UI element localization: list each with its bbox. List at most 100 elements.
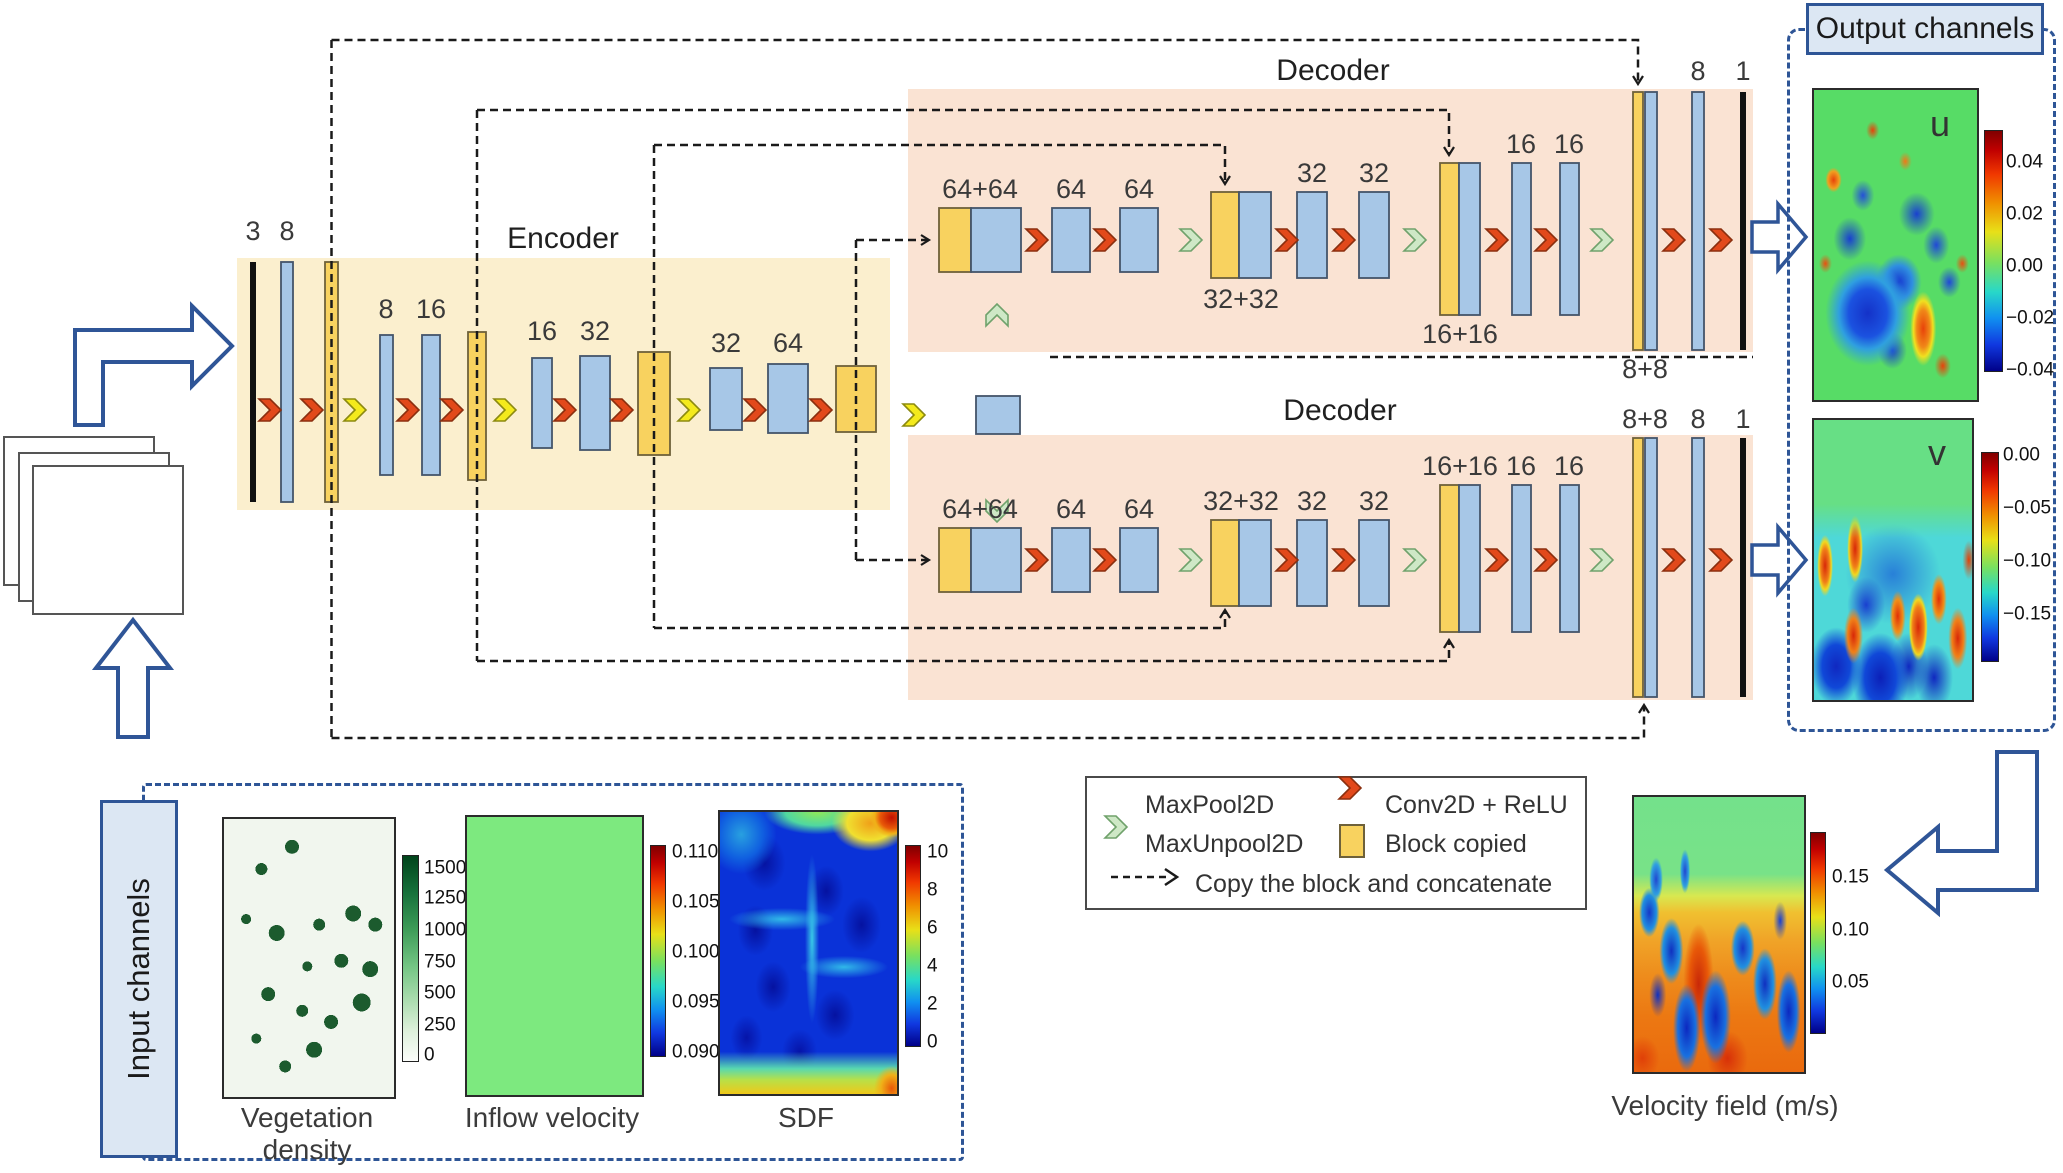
decoder-top-copied-8 [1632, 91, 1644, 351]
channel-label: 16 [1506, 129, 1536, 159]
decoder-bottom-background [908, 435, 1753, 700]
encoder-copied-block-2 [467, 331, 487, 481]
input-channels-title-box: Input channels [100, 800, 178, 1158]
decoder-bottom-block [1238, 519, 1272, 607]
input-channels-title: Input channels [121, 878, 156, 1080]
vegetation-tick: 750 [424, 951, 456, 973]
encoder-conv-bar [767, 363, 809, 434]
sdf-tick: 4 [927, 955, 938, 977]
output-channels-title: Output channels [1815, 12, 2035, 45]
channel-label: 16+16 [1422, 319, 1498, 349]
decoder-bottom-block [1051, 527, 1091, 593]
velocity-tick: 0.05 [1832, 971, 1869, 993]
legend-maxpool-label: MaxPool2D [1145, 791, 1275, 819]
decoder-top-block [1458, 162, 1481, 316]
copy-arrow-legend-icon [1111, 867, 1180, 887]
decoder-bottom-block [1559, 484, 1580, 633]
encoder-title: Encoder [507, 222, 619, 255]
v-tick: 0.00 [2003, 444, 2040, 466]
legend-box: MaxPool2D MaxUnpool2D Conv2D + ReLU Bloc… [1085, 776, 1587, 910]
input-to-encoder-arrow [73, 301, 235, 427]
decoder-bottom-block [1644, 437, 1658, 698]
skip-bottom-8 [331, 702, 1650, 740]
vegetation-tick: 1000 [424, 919, 467, 941]
decoder-top-output-bar [1740, 92, 1746, 350]
decoder-top-block [1119, 207, 1159, 273]
u-tick: −0.02 [2006, 307, 2055, 329]
v-tick: −0.10 [2003, 550, 2052, 572]
v-heatmap [1812, 418, 1974, 702]
outputs-to-velocity-arrow [1883, 750, 2039, 918]
vegetation-tick: 1250 [424, 887, 467, 909]
channel-label: 32+32 [1203, 284, 1279, 314]
decoder-bottom-copied-16 [1439, 484, 1460, 633]
channel-label: 8 [279, 216, 294, 246]
decoder-bottom-title: Decoder [1283, 394, 1396, 427]
vegetation-tick: 250 [424, 1014, 456, 1036]
channel-label: 64 [1056, 494, 1086, 524]
inflow-tick: 0.105 [672, 891, 720, 913]
velocity-caption: Velocity field (m/s) [1611, 1090, 1839, 1121]
inflow-tick: 0.090 [672, 1041, 720, 1063]
inflow-tick: 0.100 [672, 941, 720, 963]
decoder-bottom-block [1691, 437, 1705, 698]
velocity-tick: 0.10 [1832, 919, 1869, 941]
channel-label: 64 [1124, 494, 1154, 524]
channel-label: 16 [1554, 129, 1584, 159]
velocity-field-heatmap [1632, 795, 1806, 1074]
sdf-tick: 0 [927, 1031, 938, 1053]
decoder-top-copied-32 [1210, 191, 1240, 279]
encoder-conv-bar [379, 334, 394, 476]
inflow-colorbar [650, 845, 666, 1057]
channel-label: 32 [711, 328, 741, 358]
channel-label: 8 [1690, 404, 1705, 434]
channel-label: 32 [1359, 158, 1389, 188]
encoder-conv-bar [709, 367, 743, 431]
decoder-bottom-output-bar [1740, 438, 1746, 697]
maxunpool-legend-icon [1104, 815, 1128, 839]
legend-copy-label: Copy the block and concatenate [1195, 870, 1553, 898]
vegetation-tick: 1500 [424, 857, 467, 879]
input-image-stack [3, 436, 184, 615]
decoder-top-block [1511, 162, 1532, 316]
u-colorbar [1984, 130, 2003, 372]
channel-label: 8 [1690, 56, 1705, 86]
encoder-conv-bar [579, 355, 611, 451]
sdf-tick: 2 [927, 993, 938, 1015]
sdf-colorbar [905, 845, 921, 1047]
inflow-tick: 0.110 [672, 841, 719, 863]
channel-label: 16 [527, 316, 557, 346]
u-label: u [1930, 103, 1951, 144]
v-tick: −0.15 [2003, 603, 2052, 625]
vegetation-caption: Vegetation density [240, 1102, 374, 1165]
sdf-caption: SDF [778, 1102, 834, 1133]
decoder-top-block [1051, 207, 1091, 273]
channel-label: 16 [416, 294, 446, 324]
channel-label: 64 [1056, 174, 1086, 204]
channel-label: 8 [378, 294, 393, 324]
legend-maxunpool-label: MaxUnpool2D [1145, 830, 1304, 858]
legend-block-copied-label: Block copied [1385, 830, 1527, 858]
sdf-tick: 6 [927, 917, 938, 939]
inflow-tick: 0.095 [672, 991, 720, 1013]
channel-label: 32+32 [1203, 486, 1279, 516]
maxpool-icon [902, 403, 926, 427]
vegetation-tick: 0 [424, 1044, 435, 1066]
channel-label: 1 [1735, 404, 1750, 434]
u-tick: 0.00 [2006, 255, 2043, 277]
channel-label: 1 [1735, 56, 1750, 86]
decoder-top-background [908, 89, 1753, 352]
encoder-conv-bar [531, 357, 553, 449]
input-image-front [32, 465, 184, 615]
decoder-bottom-copied-64 [938, 527, 972, 593]
skip-top-8 [331, 38, 1644, 87]
u-tick: 0.04 [2006, 151, 2043, 173]
velocity-tick: 0.15 [1832, 866, 1869, 888]
decoder-bottom-block [1458, 484, 1481, 633]
channel-label: 16+16 [1422, 451, 1498, 481]
v-label: v [1928, 432, 1946, 473]
channel-label: 8+8 [1622, 354, 1668, 384]
sdf-tick: 10 [927, 841, 949, 863]
decoder-top-copied-16 [1439, 162, 1460, 316]
